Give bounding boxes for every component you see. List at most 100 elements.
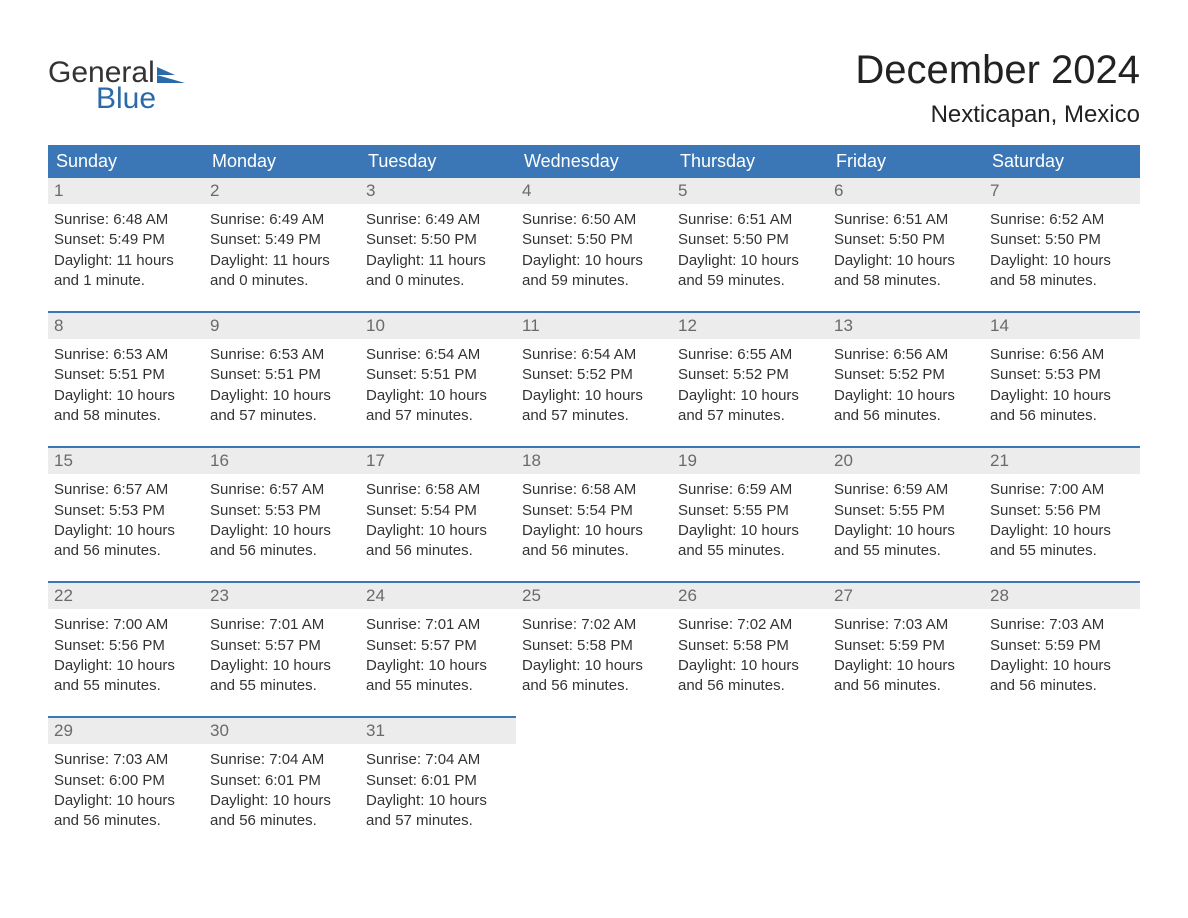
daylight-label-2: and 55 minutes.: [834, 541, 978, 561]
daylight-label-2: and 57 minutes.: [522, 406, 666, 426]
day-cell-body: Sunrise: 6:58 AMSunset: 5:54 PMDaylight:…: [360, 474, 516, 581]
day-cell-body: Sunrise: 6:49 AMSunset: 5:50 PMDaylight:…: [360, 204, 516, 311]
day-number: 3: [360, 178, 516, 204]
day-details: Sunrise: 6:49 AMSunset: 5:50 PMDaylight:…: [360, 204, 516, 311]
day-details: Sunrise: 7:03 AMSunset: 6:00 PMDaylight:…: [48, 744, 204, 851]
day-cell-num: 22: [48, 581, 204, 609]
daylight-label-2: and 58 minutes.: [834, 271, 978, 291]
daylight-label: Daylight: 10 hours: [366, 791, 510, 811]
day-number: 25: [516, 581, 672, 609]
daylight-label-2: and 56 minutes.: [54, 541, 198, 561]
day-details: Sunrise: 6:51 AMSunset: 5:50 PMDaylight:…: [672, 204, 828, 311]
day-details: Sunrise: 7:03 AMSunset: 5:59 PMDaylight:…: [828, 609, 984, 716]
sunrise-label: Sunrise: 7:01 AM: [210, 615, 354, 635]
day-cell-num: 1: [48, 178, 204, 204]
day-cell-num: 11: [516, 311, 672, 339]
daylight-label: Daylight: 10 hours: [210, 521, 354, 541]
sunset-label: Sunset: 5:56 PM: [54, 636, 198, 656]
day-number: 23: [204, 581, 360, 609]
day-number: [828, 716, 984, 720]
day-cell-body: Sunrise: 6:51 AMSunset: 5:50 PMDaylight:…: [828, 204, 984, 311]
day-cell-body: Sunrise: 7:03 AMSunset: 6:00 PMDaylight:…: [48, 744, 204, 851]
day-cell-num: [672, 716, 828, 744]
sunrise-label: Sunrise: 6:50 AM: [522, 210, 666, 230]
location-label: Nexticapan, Mexico: [855, 101, 1140, 129]
daylight-label: Daylight: 10 hours: [834, 251, 978, 271]
daylight-label: Daylight: 10 hours: [366, 386, 510, 406]
sunset-label: Sunset: 5:50 PM: [834, 230, 978, 250]
day-cell-body: Sunrise: 6:53 AMSunset: 5:51 PMDaylight:…: [204, 339, 360, 446]
day-details: [516, 744, 672, 840]
day-cell-body: Sunrise: 6:57 AMSunset: 5:53 PMDaylight:…: [48, 474, 204, 581]
sunrise-label: Sunrise: 6:56 AM: [834, 345, 978, 365]
day-number: 14: [984, 311, 1140, 339]
daylight-label: Daylight: 10 hours: [678, 521, 822, 541]
day-details: Sunrise: 6:56 AMSunset: 5:52 PMDaylight:…: [828, 339, 984, 446]
sunset-label: Sunset: 5:52 PM: [522, 365, 666, 385]
daylight-label-2: and 59 minutes.: [522, 271, 666, 291]
day-cell-body: Sunrise: 7:00 AMSunset: 5:56 PMDaylight:…: [48, 609, 204, 716]
day-number: 12: [672, 311, 828, 339]
daylight-label: Daylight: 10 hours: [366, 656, 510, 676]
daylight-label-2: and 55 minutes.: [210, 676, 354, 696]
sunrise-label: Sunrise: 7:03 AM: [834, 615, 978, 635]
daylight-label: Daylight: 10 hours: [54, 656, 198, 676]
sunset-label: Sunset: 5:51 PM: [366, 365, 510, 385]
day-details: [672, 744, 828, 840]
day-cell-body: [828, 744, 984, 851]
day-number: 11: [516, 311, 672, 339]
daylight-label: Daylight: 10 hours: [366, 521, 510, 541]
sunset-label: Sunset: 5:58 PM: [522, 636, 666, 656]
day-cell-num: [828, 716, 984, 744]
calendar-body: 1234567Sunrise: 6:48 AMSunset: 5:49 PMDa…: [48, 178, 1140, 851]
day-number: 15: [48, 446, 204, 474]
day-details: Sunrise: 6:54 AMSunset: 5:52 PMDaylight:…: [516, 339, 672, 446]
dow-sunday: Sunday: [48, 145, 204, 178]
day-number: 21: [984, 446, 1140, 474]
sunset-label: Sunset: 5:52 PM: [678, 365, 822, 385]
day-cell-body: Sunrise: 7:02 AMSunset: 5:58 PMDaylight:…: [672, 609, 828, 716]
daylight-label: Daylight: 10 hours: [54, 386, 198, 406]
daylight-label: Daylight: 10 hours: [834, 656, 978, 676]
sunset-label: Sunset: 5:50 PM: [678, 230, 822, 250]
day-cell-num: 25: [516, 581, 672, 609]
day-cell-num: 27: [828, 581, 984, 609]
day-details: Sunrise: 7:04 AMSunset: 6:01 PMDaylight:…: [360, 744, 516, 851]
day-cell-num: 26: [672, 581, 828, 609]
day-cell-body: Sunrise: 6:53 AMSunset: 5:51 PMDaylight:…: [48, 339, 204, 446]
day-cell-num: 30: [204, 716, 360, 744]
dow-wednesday: Wednesday: [516, 145, 672, 178]
day-details: Sunrise: 6:54 AMSunset: 5:51 PMDaylight:…: [360, 339, 516, 446]
day-details: Sunrise: 6:51 AMSunset: 5:50 PMDaylight:…: [828, 204, 984, 311]
day-cell-num: 7: [984, 178, 1140, 204]
dow-monday: Monday: [204, 145, 360, 178]
daylight-label: Daylight: 10 hours: [522, 521, 666, 541]
daylight-label-2: and 56 minutes.: [522, 676, 666, 696]
dow-friday: Friday: [828, 145, 984, 178]
daylight-label-2: and 55 minutes.: [54, 676, 198, 696]
day-cell-num: 9: [204, 311, 360, 339]
day-details: Sunrise: 6:59 AMSunset: 5:55 PMDaylight:…: [828, 474, 984, 581]
day-cell-body: [672, 744, 828, 851]
day-number: 19: [672, 446, 828, 474]
daylight-label-2: and 57 minutes.: [210, 406, 354, 426]
day-number: [516, 716, 672, 720]
sunset-label: Sunset: 6:00 PM: [54, 771, 198, 791]
day-number: 7: [984, 178, 1140, 204]
sunrise-label: Sunrise: 7:04 AM: [210, 750, 354, 770]
day-cell-body: Sunrise: 6:48 AMSunset: 5:49 PMDaylight:…: [48, 204, 204, 311]
day-cell-num: 19: [672, 446, 828, 474]
week-daynum-row: 1234567: [48, 178, 1140, 204]
day-details: Sunrise: 7:01 AMSunset: 5:57 PMDaylight:…: [204, 609, 360, 716]
daylight-label-2: and 56 minutes.: [210, 541, 354, 561]
daylight-label: Daylight: 11 hours: [54, 251, 198, 271]
day-details: Sunrise: 6:48 AMSunset: 5:49 PMDaylight:…: [48, 204, 204, 311]
daylight-label: Daylight: 10 hours: [834, 521, 978, 541]
day-cell-num: 23: [204, 581, 360, 609]
day-cell-num: 16: [204, 446, 360, 474]
day-cell-num: 3: [360, 178, 516, 204]
daylight-label-2: and 55 minutes.: [678, 541, 822, 561]
daylight-label: Daylight: 10 hours: [834, 386, 978, 406]
sunrise-label: Sunrise: 7:01 AM: [366, 615, 510, 635]
dow-row: Sunday Monday Tuesday Wednesday Thursday…: [48, 145, 1140, 178]
